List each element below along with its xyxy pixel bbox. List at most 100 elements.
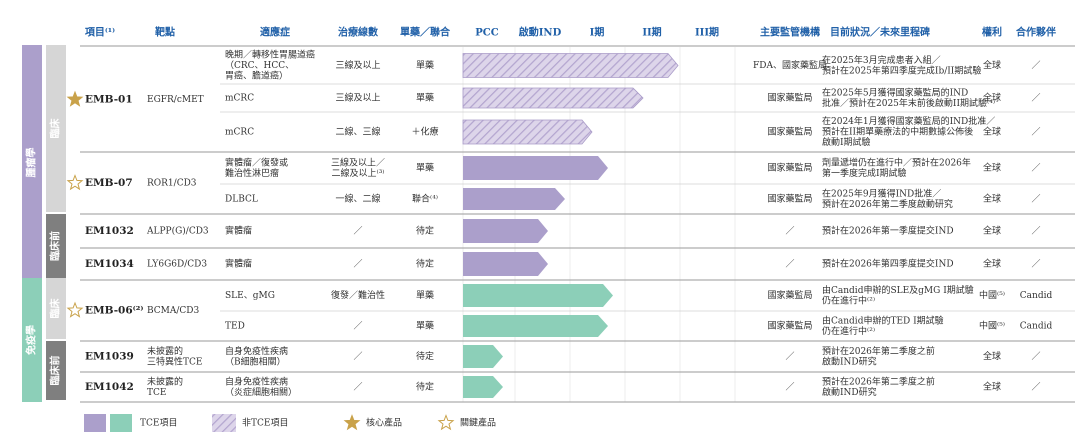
indication: 難治性淋巴瘤 (225, 167, 279, 179)
regulator: ／ (785, 351, 794, 362)
project-name: EMB-07 (85, 177, 133, 189)
legend-swatch (84, 414, 106, 432)
rights: 全球 (983, 162, 1001, 174)
regulator: 國家藥監局 (767, 320, 812, 332)
mode: 單藥 (416, 162, 434, 174)
indication: 實體瘤／復發或 (225, 156, 288, 168)
header-label: 單藥／聯合 (400, 26, 451, 39)
header-label: 適應症 (260, 26, 290, 39)
stage-label: 臨床 (49, 298, 62, 319)
header-label: 合作夥伴 (1015, 26, 1056, 39)
target: 未披露的 (147, 375, 183, 387)
stage-label: 臨床前 (49, 356, 62, 386)
progress-bar (462, 53, 679, 78)
rights: 全球 (983, 92, 1001, 104)
target: 未披露的 (147, 345, 183, 357)
header-label: III期 (695, 26, 719, 39)
rights: 中國⁽⁵⁾ (979, 289, 1005, 301)
partner: Candid (1020, 291, 1053, 301)
status: 預計在2026年第四季度提交IND (822, 258, 954, 270)
mode: 待定 (416, 350, 434, 362)
regulator: FDA、國家藥監局 (753, 59, 827, 71)
area-bar (22, 278, 42, 402)
status: 預計在2026年第二季度之前 (822, 375, 935, 387)
progress-bar (463, 345, 503, 368)
status: 由Candid申辦的TED I期試驗 (822, 314, 944, 326)
status: 仍在進行中⁽²⁾ (822, 294, 875, 306)
partner: ／ (1031, 194, 1040, 205)
indication: （CRC、HCC、 (225, 60, 294, 71)
project-name: EM1042 (85, 381, 134, 393)
treatment-line: 二線及以上⁽³⁾ (331, 167, 384, 179)
area-label: 腫瘤學 (25, 148, 38, 178)
legend-swatch (110, 414, 132, 432)
treatment-line: ／ (353, 351, 362, 362)
header-label: 項目⁽¹⁾ (85, 27, 115, 39)
mode: 單藥 (416, 320, 434, 332)
progress-bar (463, 219, 548, 243)
progress-bar (463, 252, 548, 276)
treatment-line: ／ (353, 382, 362, 393)
progress-bar (463, 156, 608, 180)
regulator: 國家藥監局 (767, 162, 812, 174)
target: EGFR/cMET (147, 95, 204, 105)
header-label: 啟動IND (519, 26, 562, 39)
rights: 中國⁽⁵⁾ (979, 320, 1005, 332)
status: 預計在2026年第二季度啟動研究 (822, 198, 953, 210)
header-label: PCC (475, 28, 498, 39)
status: 由Candid申辦的SLE及gMG I期試驗 (822, 284, 974, 296)
header-label: 目前狀況／未來里程碑 (830, 26, 930, 39)
indication: 自身免疫性疾病 (225, 375, 288, 387)
progress-bar (463, 284, 613, 307)
stage-bar (46, 45, 66, 212)
treatment-line: 三線及以上 (335, 59, 380, 71)
rights: 全球 (983, 258, 1001, 270)
treatment-line: 復發／難治性 (331, 289, 385, 301)
mode: ＋化療 (411, 126, 438, 138)
treatment-line: ／ (353, 321, 362, 332)
legend-label: 關鍵產品 (460, 417, 496, 429)
status: 預計在II期單藥療法的中期數據公佈後 (822, 126, 973, 138)
rights: 全球 (983, 193, 1001, 205)
header-label: 靶點 (155, 26, 175, 39)
stage-bar (46, 214, 66, 278)
mode: 單藥 (416, 92, 434, 104)
treatment-line: ／ (353, 259, 362, 270)
partner: ／ (1031, 60, 1040, 71)
mode: 單藥 (416, 289, 434, 301)
regulator: 國家藥監局 (767, 92, 812, 104)
partner: ／ (1031, 163, 1040, 174)
treatment-line: 二線、三線 (335, 126, 380, 138)
mode: 待定 (416, 258, 434, 270)
legend-label: 非TCE項目 (242, 417, 288, 429)
treatment-line: ／ (353, 226, 362, 237)
regulator: ／ (785, 382, 794, 393)
legend-label: TCE項目 (140, 418, 177, 429)
indication: TED (225, 322, 245, 332)
partner: ／ (1031, 93, 1040, 104)
indication: 晚期／轉移性胃腸道癌 (225, 49, 315, 61)
rights: 全球 (983, 350, 1001, 362)
indication: DLBCL (225, 195, 258, 205)
target: ROR1/CD3 (147, 179, 197, 189)
rights: 全球 (983, 59, 1001, 71)
product-star (437, 414, 455, 431)
area-label: 免疫學 (25, 325, 38, 355)
status: 仍在進行中⁽²⁾ (822, 325, 875, 337)
progress-bar (462, 119, 593, 145)
status: 預計在2026年第二季度之前 (822, 345, 935, 357)
header-label: 權利 (982, 26, 1002, 39)
indication: 實體瘤 (225, 258, 252, 270)
rights: 全球 (983, 225, 1001, 237)
mode: 待定 (416, 225, 434, 237)
target: BCMA/CD3 (147, 306, 200, 316)
indication: SLE、gMG (225, 291, 275, 301)
legend-label: 核心產品 (366, 417, 402, 429)
partner: ／ (1031, 351, 1040, 362)
status: 預計在2026年第一季度提交IND (822, 225, 954, 237)
stage-bar (46, 341, 66, 400)
regulator: ／ (785, 259, 794, 270)
treatment-line: 三線及以上／ (331, 156, 385, 168)
partner: ／ (1031, 382, 1040, 393)
